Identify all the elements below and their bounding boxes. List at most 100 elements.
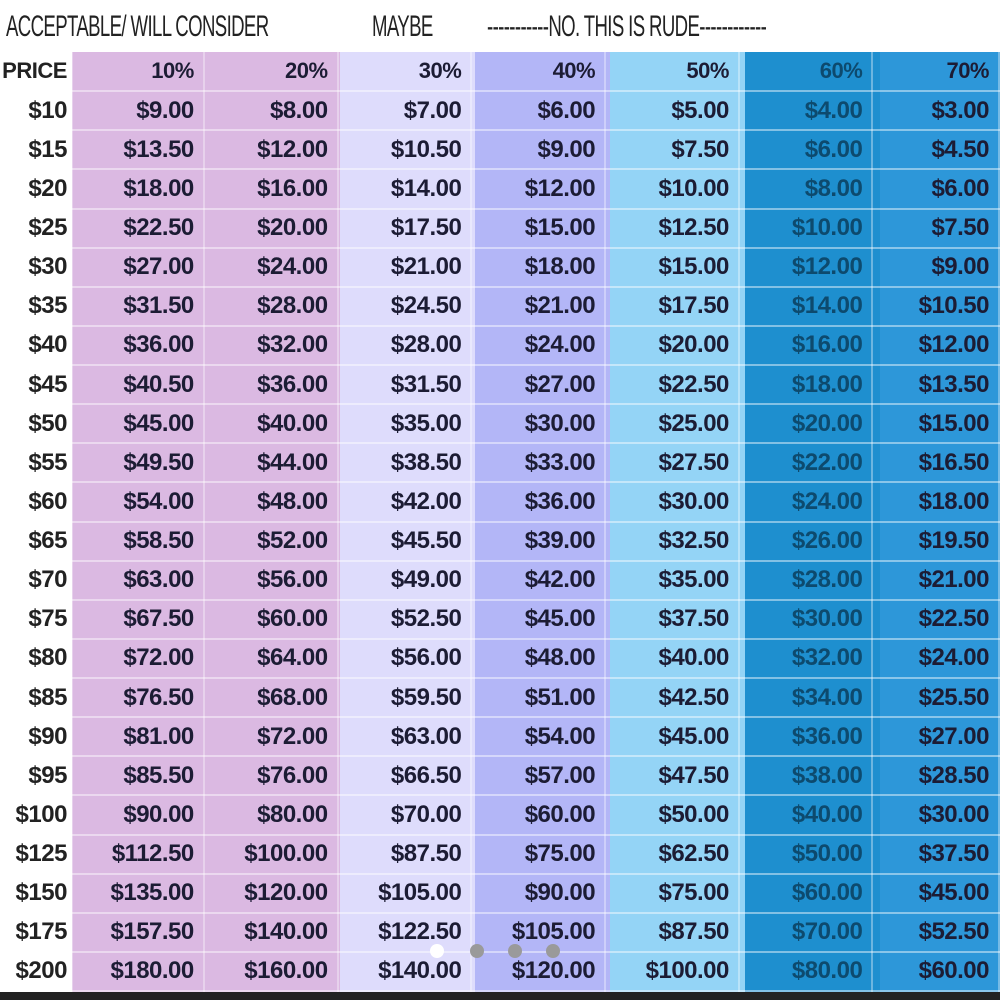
value-cell: $15.00 — [605, 247, 740, 288]
value-cell: $180.00 — [71, 951, 205, 993]
value-cell: $30.00 — [872, 795, 1000, 836]
value-cell: $17.50 — [337, 208, 473, 249]
table-row: $80 $72.00 $64.00 $56.00 $48.00 $40.00 $32.00 $… — [0, 638, 1000, 680]
value-cell: $31.50 — [337, 365, 473, 406]
value-cell: $40.00 — [605, 638, 740, 680]
heading-bar: ACCEPTABLE/ WILL CONSIDER MAYBE --------… — [0, 0, 1000, 50]
value-cell: $8.00 — [203, 91, 339, 132]
price-cell: $10 — [0, 91, 73, 132]
price-cell: $35 — [0, 286, 73, 327]
value-cell: $45.50 — [337, 521, 473, 562]
value-cell: $52.00 — [203, 521, 339, 562]
value-cell: $36.00 — [738, 717, 874, 758]
value-cell: $120.00 — [471, 951, 607, 993]
price-cell: $15 — [0, 130, 73, 171]
value-cell: $10.50 — [872, 286, 1000, 327]
value-cell: $16.50 — [872, 443, 1000, 484]
discount-table: PRICE 10% 20% 30% 40% 50% 60% 70% $10 $9.00 $8.00 $… — [0, 52, 1000, 993]
table-row: $95 $85.50 $76.00 $66.50 $57.00 $47.50 $38.00 $… — [0, 756, 1000, 797]
value-cell: $54.00 — [471, 717, 607, 758]
value-cell: $28.50 — [872, 756, 1000, 797]
value-cell: $160.00 — [203, 951, 339, 993]
value-cell: $112.50 — [71, 834, 205, 875]
value-cell: 20% — [203, 52, 339, 93]
value-cell: $48.00 — [203, 482, 339, 523]
price-cell: $80 — [0, 638, 73, 680]
value-cell: $5.00 — [605, 91, 740, 132]
value-cell: $66.50 — [337, 756, 473, 797]
carousel-dot[interactable] — [470, 944, 484, 958]
value-cell: 10% — [71, 52, 205, 93]
header-row: PRICE 10% 20% 30% 40% 50% 60% 70% — [0, 52, 1000, 93]
price-cell: $30 — [0, 247, 73, 288]
value-cell: $13.50 — [71, 130, 205, 171]
value-cell: $120.00 — [203, 873, 339, 914]
value-cell: $105.00 — [337, 873, 473, 914]
value-cell: $54.00 — [71, 482, 205, 523]
value-cell: $52.50 — [872, 912, 1000, 953]
price-cell: $20 — [0, 169, 73, 210]
value-cell: $57.00 — [471, 756, 607, 797]
value-cell: $20.00 — [605, 325, 740, 367]
value-cell: $35.00 — [337, 404, 473, 445]
table-row: $55 $49.50 $44.00 $38.50 $33.00 $27.50 $22.00 $… — [0, 443, 1000, 484]
value-cell: $40.00 — [738, 795, 874, 836]
value-cell: $24.00 — [203, 247, 339, 288]
value-cell: $90.00 — [71, 795, 205, 836]
carousel-dot-active[interactable] — [430, 944, 444, 958]
table-row: $50 $45.00 $40.00 $35.00 $30.00 $25.00 $20.00 $… — [0, 404, 1000, 445]
value-cell: $15.00 — [471, 208, 607, 249]
value-cell: $33.00 — [471, 443, 607, 484]
table-row: $15 $13.50 $12.00 $10.50 $9.00 $7.50 $6.00 $4.5… — [0, 130, 1000, 171]
price-cell: $40 — [0, 325, 73, 367]
value-cell: $24.50 — [337, 286, 473, 327]
price-cell: $125 — [0, 834, 73, 875]
price-cell: $150 — [0, 873, 73, 914]
value-cell: $100.00 — [203, 834, 339, 875]
value-cell: $42.00 — [337, 482, 473, 523]
value-cell: $60.00 — [872, 951, 1000, 993]
value-cell: $56.00 — [337, 638, 473, 680]
value-cell: $22.50 — [71, 208, 205, 249]
value-cell: $42.50 — [605, 678, 740, 719]
value-cell: $24.00 — [872, 638, 1000, 680]
value-cell: $12.00 — [203, 130, 339, 171]
carousel-dot[interactable] — [546, 944, 560, 958]
value-cell: $28.00 — [337, 325, 473, 367]
bottom-bar — [0, 992, 1000, 1000]
value-cell: 60% — [738, 52, 874, 93]
value-cell: $30.00 — [605, 482, 740, 523]
value-cell: $12.00 — [872, 325, 1000, 367]
value-cell: $80.00 — [738, 951, 874, 993]
value-cell: $15.00 — [872, 404, 1000, 445]
value-cell: $67.50 — [71, 599, 205, 640]
value-cell: $90.00 — [471, 873, 607, 914]
value-cell: $9.00 — [872, 247, 1000, 288]
value-cell: $20.00 — [738, 404, 874, 445]
value-cell: $70.00 — [738, 912, 874, 953]
value-cell: $18.00 — [471, 247, 607, 288]
value-cell: $100.00 — [605, 951, 740, 993]
value-cell: $10.00 — [605, 169, 740, 210]
table-row: $70 $63.00 $56.00 $49.00 $42.00 $35.00 $28.00 $… — [0, 560, 1000, 601]
value-cell: $30.00 — [738, 599, 874, 640]
carousel-dot[interactable] — [508, 944, 522, 958]
value-cell: $10.00 — [738, 208, 874, 249]
value-cell: $58.50 — [71, 521, 205, 562]
value-cell: $18.00 — [738, 365, 874, 406]
value-cell: $140.00 — [337, 951, 473, 993]
value-cell: $38.00 — [738, 756, 874, 797]
table-row: $10 $9.00 $8.00 $7.00 $6.00 $5.00 $4.00 $3.00 — [0, 91, 1000, 132]
value-cell: $62.50 — [605, 834, 740, 875]
value-cell: $50.00 — [605, 795, 740, 836]
value-cell: $37.50 — [872, 834, 1000, 875]
price-cell: $175 — [0, 912, 73, 953]
value-cell: $27.00 — [71, 247, 205, 288]
value-cell: $140.00 — [203, 912, 339, 953]
value-cell: $68.00 — [203, 678, 339, 719]
value-cell: $14.00 — [337, 169, 473, 210]
value-cell: $135.00 — [71, 873, 205, 914]
table-row: $30 $27.00 $24.00 $21.00 $18.00 $15.00 $12.00 $… — [0, 247, 1000, 288]
value-cell: $28.00 — [203, 286, 339, 327]
value-cell: $63.00 — [71, 560, 205, 601]
